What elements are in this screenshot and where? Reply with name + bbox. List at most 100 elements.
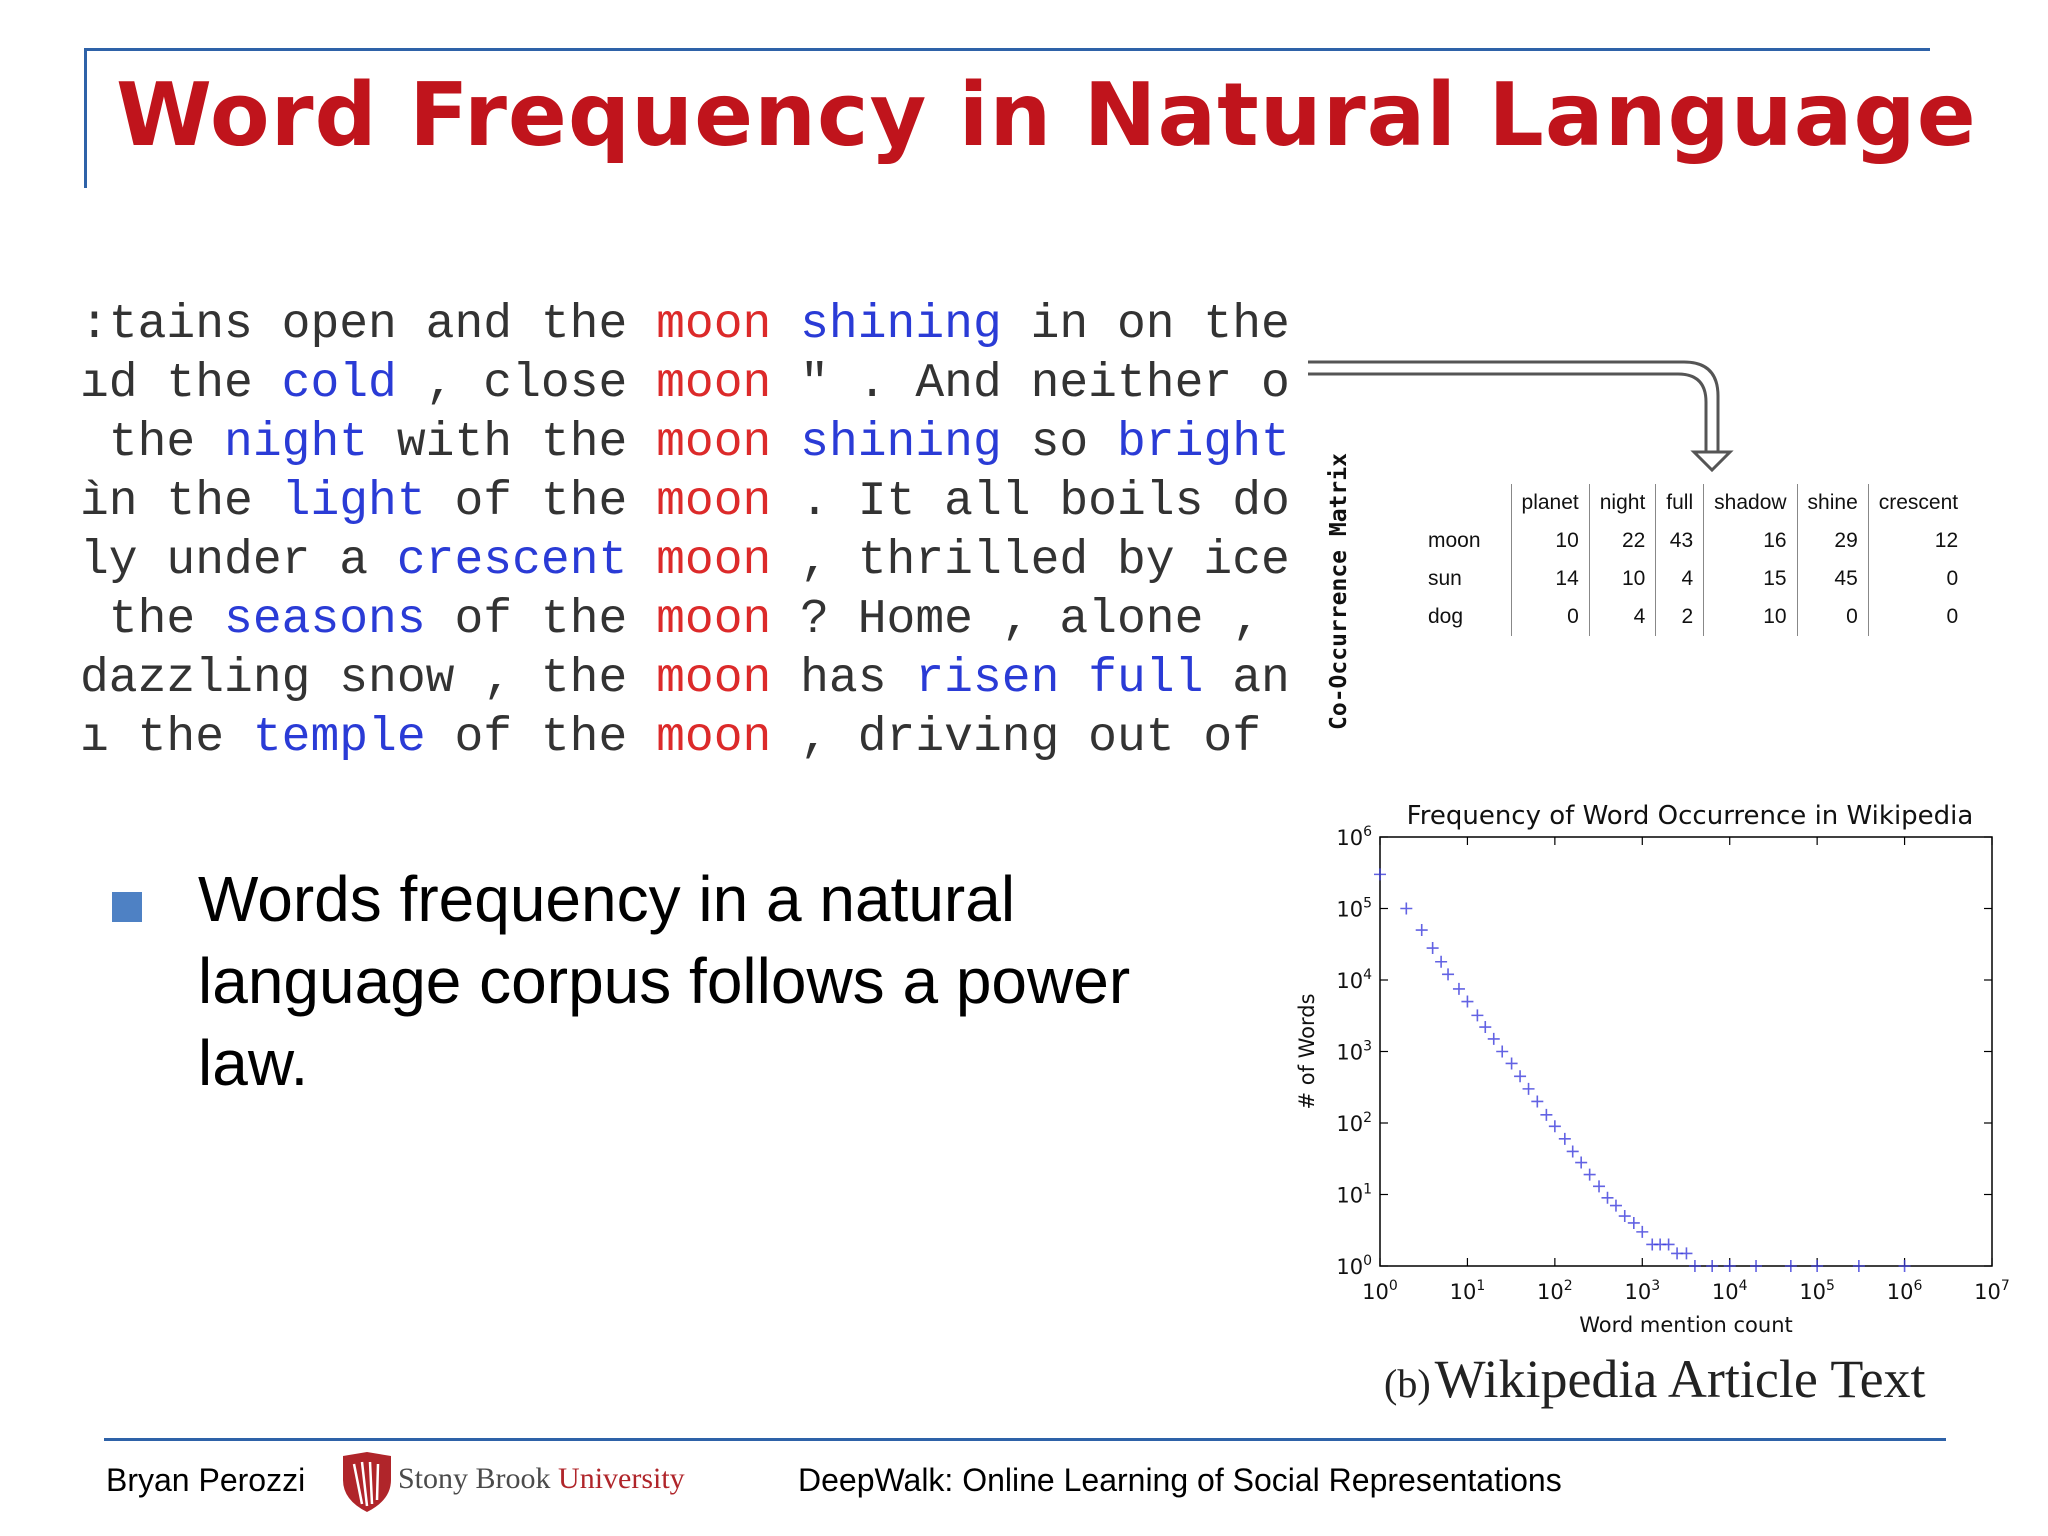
data-point [1706,1260,1719,1272]
matrix-cell: 0 [1796,598,1869,636]
data-point [1583,1168,1596,1181]
text-span: of the [425,711,657,765]
concordance-line: :tains open and the moon shining in on t… [80,298,1290,352]
matrix-row-header: moon [1428,529,1481,552]
data-point [1452,982,1465,995]
data-point [1688,1260,1701,1272]
y-tick-label: 106 [1336,824,1372,850]
scatter-plot: 100 101 102 103 104 105 106 107 100 101 102 103 104 1… [1295,801,2010,1337]
text-span: , close [396,357,657,411]
concordance-line: dazzling snow , the moon has risen full … [80,652,1290,706]
x-tick-label: 105 [1799,1278,1835,1304]
data-point [1531,1095,1544,1108]
text-span: , thrilled by ice [771,534,1290,588]
text-span: of the [425,593,657,647]
matrix-cell: 4 [1655,560,1704,598]
data-point [1479,1021,1492,1034]
keyword: moon [656,357,772,411]
data-point [1505,1057,1518,1070]
text-span: ı the [80,711,253,765]
matrix-cell: 12 [1867,522,1969,560]
y-tick-label: 105 [1336,896,1372,922]
footer-talk-title: DeepWalk: Online Learning of Social Repr… [798,1462,1562,1498]
matrix-row-header: dog [1428,605,1464,628]
matrix-column-header: night [1588,484,1656,522]
x-tick-label: 103 [1624,1278,1660,1304]
keyword: moon [656,298,772,352]
data-point [1471,1009,1484,1022]
data-point [1680,1247,1693,1260]
x-axis-label: Word mention count [1579,1313,1793,1337]
concordance-line: ıd the cold , close moon " . And neither… [80,357,1290,411]
matrix-column-header: shadow [1703,484,1798,522]
text-span [1059,652,1088,706]
text-span: , driving out of [771,711,1261,765]
text-span: the [80,416,225,470]
data-point [1609,1199,1622,1212]
caption-prefix: (b) [1384,1361,1431,1406]
context-word: full [1088,652,1204,706]
bullet-square-icon [112,892,142,922]
text-span: . It all boils do [771,475,1290,529]
data-point [1627,1216,1640,1229]
matrix-column-header: full [1655,484,1704,522]
x-tick-label: 102 [1537,1278,1573,1304]
caption-text: Wikipedia Article Text [1434,1349,1926,1409]
bullet-text: Words frequency in a natural language co… [198,863,1131,1099]
text-span: " . And neither o [771,357,1290,411]
university-shield-icon [343,1452,391,1512]
matrix-column-header: shine [1796,484,1869,522]
concordance-line: ly under a crescent moon , thrilled by i… [80,534,1290,588]
matrix-row: dog 0 4 2 10 0 0 [1418,598,1969,636]
concordance-line: the seasons of the moon ? Home , alone , [80,593,1261,647]
matrix-cell: 15 [1703,560,1798,598]
text-span: ly under a [80,534,397,588]
matrix-column-header: crescent [1867,484,1969,522]
context-word: bright [1117,416,1290,470]
university-logo: Stony Brook University [398,1462,685,1496]
text-span [771,298,800,352]
text-span: of the [425,475,657,529]
context-word: night [224,416,369,470]
data-point [1601,1191,1614,1204]
y-axis-label: # of Words [1295,993,1319,1109]
matrix-row-header: sun [1428,567,1462,590]
data-point [1540,1108,1553,1121]
text-span: has [771,652,916,706]
text-span: dazzling snow , the [80,652,657,706]
context-word: temple [252,711,426,765]
co-occurrence-matrix: planet night full shadow shine crescent moon 10… [1418,484,1969,636]
concordance-line: ı the temple of the moon , driving out o… [80,711,1261,765]
data-point [1784,1260,1797,1272]
footer-author: Bryan Perozzi [106,1462,306,1498]
y-tick-label: 102 [1336,1110,1372,1136]
footer-rule [104,1438,1946,1441]
x-tick-label: 104 [1712,1278,1748,1304]
data-point [1435,955,1448,968]
data-point [1618,1210,1631,1223]
keyword: moon [656,475,772,529]
matrix-cell: 2 [1655,598,1704,636]
data-point [1374,868,1386,881]
text-span [771,416,800,470]
keyword: moon [656,711,772,765]
concordance-panel: :tains open and the moon shining in on t… [80,298,1290,778]
text-span: ıd the [80,357,282,411]
text-span: ìn the [80,475,282,529]
text-span: :tains open and the [80,298,657,352]
data-point [1558,1132,1571,1145]
title-rule-top [84,48,1930,51]
context-word: risen [915,652,1060,706]
matrix-row: moon 10 22 43 16 29 12 [1418,522,1969,560]
data-point [1898,1260,1911,1272]
x-tick-label: 100 [1362,1278,1398,1304]
data-point [1522,1082,1535,1095]
matrix-cell: 43 [1655,522,1704,560]
logo-word-2: University [558,1462,685,1495]
y-tick-label: 103 [1336,1039,1372,1065]
matrix-cell: 22 [1588,522,1656,560]
matrix-cell: 29 [1796,522,1869,560]
text-span: the [80,593,225,647]
y-tick-label: 100 [1336,1253,1372,1279]
